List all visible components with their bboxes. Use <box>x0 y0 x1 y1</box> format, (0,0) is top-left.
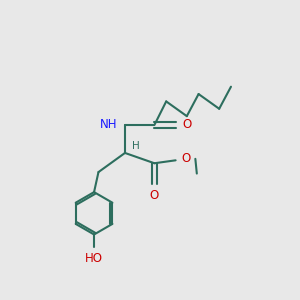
Text: O: O <box>181 152 190 165</box>
Text: O: O <box>150 189 159 202</box>
Text: O: O <box>182 118 191 131</box>
Text: H: H <box>132 142 140 152</box>
Text: HO: HO <box>85 252 103 265</box>
Text: NH: NH <box>100 118 118 131</box>
